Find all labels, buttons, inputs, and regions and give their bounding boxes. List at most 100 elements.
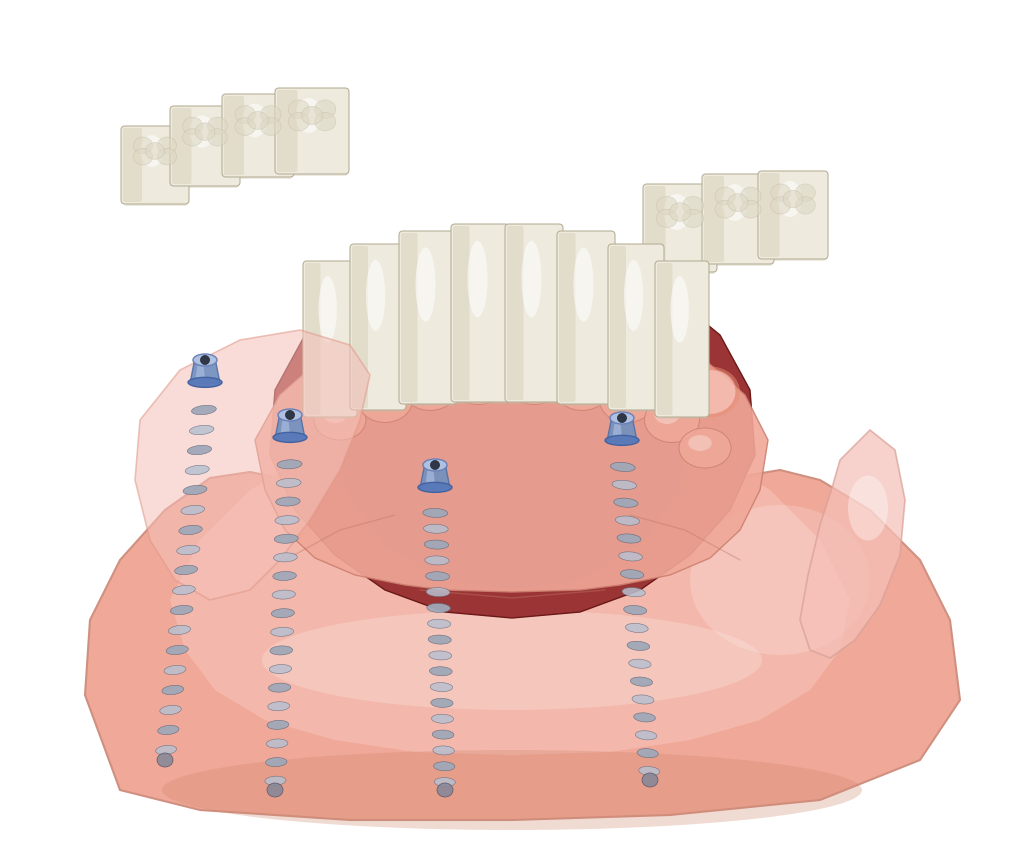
Ellipse shape — [133, 148, 153, 165]
FancyBboxPatch shape — [353, 248, 406, 412]
Ellipse shape — [170, 605, 193, 615]
Ellipse shape — [656, 196, 677, 215]
Ellipse shape — [609, 386, 635, 404]
Ellipse shape — [624, 260, 643, 331]
Ellipse shape — [413, 270, 443, 314]
Ellipse shape — [166, 646, 188, 655]
Ellipse shape — [615, 516, 640, 525]
Ellipse shape — [278, 459, 302, 469]
Ellipse shape — [271, 609, 295, 618]
Polygon shape — [425, 466, 435, 487]
Ellipse shape — [517, 368, 542, 386]
FancyBboxPatch shape — [610, 246, 626, 408]
Ellipse shape — [579, 323, 637, 381]
FancyBboxPatch shape — [453, 226, 469, 400]
Ellipse shape — [431, 714, 454, 723]
Ellipse shape — [434, 777, 456, 787]
FancyBboxPatch shape — [557, 231, 615, 404]
Ellipse shape — [140, 135, 164, 167]
Ellipse shape — [189, 426, 214, 435]
FancyBboxPatch shape — [655, 261, 709, 417]
Ellipse shape — [269, 664, 292, 674]
Ellipse shape — [260, 117, 281, 136]
FancyBboxPatch shape — [401, 233, 418, 402]
Ellipse shape — [473, 318, 523, 372]
Ellipse shape — [690, 505, 870, 655]
Ellipse shape — [608, 438, 636, 446]
Ellipse shape — [437, 783, 453, 797]
Ellipse shape — [613, 498, 638, 507]
Ellipse shape — [426, 572, 450, 581]
Ellipse shape — [276, 435, 304, 443]
Ellipse shape — [654, 406, 679, 424]
Ellipse shape — [278, 409, 302, 421]
Polygon shape — [612, 419, 622, 440]
Ellipse shape — [431, 698, 453, 707]
Ellipse shape — [418, 482, 452, 492]
Ellipse shape — [181, 505, 205, 515]
Ellipse shape — [637, 749, 658, 758]
Ellipse shape — [634, 343, 686, 393]
Ellipse shape — [234, 105, 255, 123]
Ellipse shape — [684, 369, 736, 415]
Ellipse shape — [618, 552, 642, 561]
FancyBboxPatch shape — [760, 173, 779, 257]
FancyBboxPatch shape — [172, 108, 191, 184]
FancyBboxPatch shape — [702, 174, 774, 264]
Ellipse shape — [274, 534, 298, 543]
FancyBboxPatch shape — [758, 171, 828, 259]
Ellipse shape — [715, 200, 735, 218]
Ellipse shape — [275, 497, 300, 506]
FancyBboxPatch shape — [224, 96, 244, 175]
Ellipse shape — [418, 326, 468, 378]
Ellipse shape — [771, 184, 791, 201]
FancyBboxPatch shape — [705, 178, 773, 266]
FancyBboxPatch shape — [645, 186, 666, 270]
Ellipse shape — [175, 566, 198, 575]
Ellipse shape — [270, 627, 294, 636]
FancyBboxPatch shape — [454, 228, 508, 404]
Polygon shape — [275, 413, 305, 438]
Ellipse shape — [265, 758, 287, 766]
Ellipse shape — [771, 196, 791, 214]
Ellipse shape — [413, 374, 437, 392]
Ellipse shape — [524, 315, 582, 375]
Ellipse shape — [683, 209, 703, 228]
Circle shape — [286, 411, 295, 420]
Ellipse shape — [208, 117, 227, 135]
FancyBboxPatch shape — [170, 106, 240, 186]
FancyBboxPatch shape — [222, 94, 294, 177]
Ellipse shape — [428, 635, 452, 644]
Ellipse shape — [429, 667, 453, 676]
Ellipse shape — [267, 701, 290, 711]
Ellipse shape — [626, 623, 648, 632]
Polygon shape — [170, 422, 850, 755]
Ellipse shape — [423, 508, 447, 518]
Ellipse shape — [425, 556, 450, 565]
Ellipse shape — [168, 626, 190, 635]
Ellipse shape — [656, 209, 677, 228]
Polygon shape — [255, 312, 768, 592]
Ellipse shape — [368, 386, 392, 404]
Ellipse shape — [158, 725, 179, 734]
FancyBboxPatch shape — [173, 110, 239, 188]
Ellipse shape — [634, 713, 655, 722]
Ellipse shape — [366, 260, 385, 331]
Ellipse shape — [324, 407, 347, 423]
Ellipse shape — [796, 184, 815, 201]
Ellipse shape — [528, 318, 578, 372]
Ellipse shape — [622, 588, 645, 597]
Ellipse shape — [196, 123, 215, 140]
Ellipse shape — [145, 142, 165, 159]
Ellipse shape — [172, 585, 196, 594]
Ellipse shape — [627, 642, 649, 651]
Ellipse shape — [360, 340, 420, 396]
Polygon shape — [370, 245, 468, 375]
Ellipse shape — [248, 111, 268, 130]
Ellipse shape — [234, 117, 255, 136]
Ellipse shape — [314, 400, 366, 440]
FancyBboxPatch shape — [508, 228, 562, 404]
Polygon shape — [135, 330, 370, 600]
Ellipse shape — [722, 184, 748, 221]
FancyBboxPatch shape — [658, 265, 708, 419]
